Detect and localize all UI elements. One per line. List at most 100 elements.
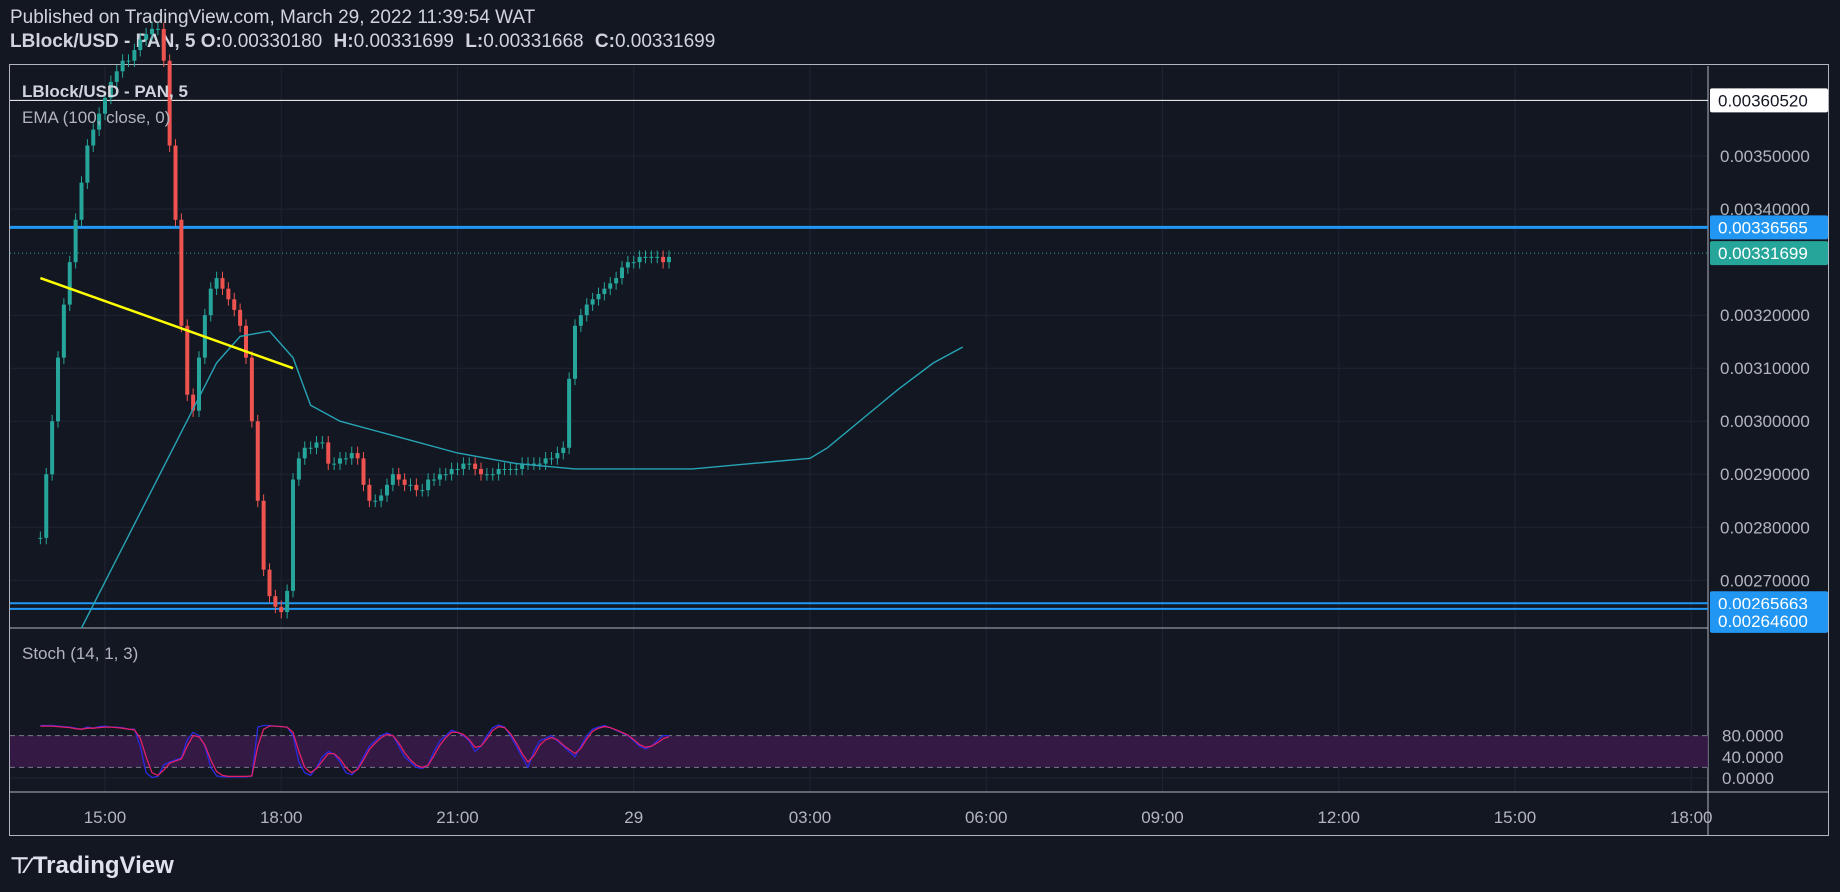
candle-body <box>343 458 348 460</box>
candle-body <box>508 468 513 470</box>
candle-body <box>520 463 525 469</box>
candle-body <box>367 484 372 501</box>
candle-body <box>326 442 331 464</box>
candle-body <box>573 325 577 379</box>
candle-body <box>473 463 478 469</box>
candle-body <box>567 378 572 448</box>
candle-body <box>643 256 648 258</box>
ohlc-line: LBlock/USD - PAN, 5 O:0.00330180 H:0.003… <box>10 30 721 54</box>
candle-body <box>249 357 254 422</box>
time-tick-label: 21:00 <box>436 808 479 827</box>
stoch-tick-label: 40.0000 <box>1722 748 1783 767</box>
stoch-tick-label: 80.0000 <box>1722 727 1783 746</box>
candle-body <box>590 299 595 305</box>
candle-body <box>126 60 131 62</box>
candle-body <box>291 479 295 591</box>
candle-body <box>667 256 671 263</box>
candle-body <box>625 262 630 268</box>
candle-body <box>408 484 413 486</box>
candle-body <box>132 50 137 61</box>
brand-footer[interactable]: ⊤∕ TradingView <box>10 852 174 880</box>
candle-body <box>455 468 460 470</box>
price-label-top-line-box <box>1710 88 1828 113</box>
candle-body <box>226 288 231 300</box>
candle-body <box>120 60 125 72</box>
time-tick-label: 18:00 <box>260 808 303 827</box>
candle-body <box>443 474 448 476</box>
price-labels: 0.00360520 0.00336565 0.00331699 0.00265663… <box>1710 88 1828 633</box>
candle-body <box>144 34 149 40</box>
candle-body <box>537 463 542 465</box>
stoch-d-line <box>40 725 670 778</box>
ohlc-high-label: H: <box>333 31 354 52</box>
chart-header: Published on TradingView.com, March 29, … <box>10 6 721 54</box>
published-line: Published on TradingView.com, March 29, … <box>10 7 536 28</box>
candle-body <box>531 463 536 465</box>
time-axis: 15:00 18:00 21:00 29 03:00 06:00 09:00 12:00 15:… <box>84 808 1713 827</box>
tradingview-logo-icon: ⊤∕ <box>10 853 30 878</box>
candle-body <box>161 28 166 61</box>
candle-body <box>467 463 472 465</box>
candle-body <box>437 474 442 480</box>
candle-body <box>56 357 60 422</box>
candle-body <box>614 278 619 284</box>
ohlc-open-value: 0.00330180 <box>221 31 323 52</box>
candle-body <box>85 145 90 183</box>
time-tick-label: 12:00 <box>1317 808 1360 827</box>
price-axis: 0.00350000 0.00340000 0.00320000 0.00310000… <box>1720 147 1810 788</box>
candle-body <box>332 463 337 465</box>
candle-body <box>150 28 154 35</box>
candle-body <box>608 283 613 289</box>
legend-symbol: LBlock/USD - PAN, 5 <box>22 82 188 101</box>
ema-polyline <box>80 330 964 629</box>
candle-body <box>38 537 43 539</box>
candle-body <box>197 357 201 411</box>
candle-body <box>191 394 196 411</box>
price-label-top-line: 0.00360520 <box>1718 91 1808 110</box>
candle-body <box>302 447 307 459</box>
stoch-band <box>10 735 1708 768</box>
candle-body <box>432 479 436 481</box>
candle-body <box>114 71 119 82</box>
candle-body <box>637 256 642 263</box>
candle-body <box>449 468 454 475</box>
candle-body <box>402 479 407 485</box>
ema-line <box>80 330 964 629</box>
candle-body <box>349 453 354 459</box>
candle-body <box>414 484 419 491</box>
candle-body <box>314 442 319 448</box>
candle-body <box>631 262 636 264</box>
time-tick-label: 15:00 <box>84 808 127 827</box>
candle-body <box>167 60 172 146</box>
header-symbol: LBlock/USD - PAN, 5 <box>10 31 196 52</box>
candle-body <box>490 474 495 476</box>
candle-body <box>396 474 401 480</box>
candle-body <box>185 325 190 395</box>
candle-body <box>308 447 313 449</box>
candle-body <box>179 219 184 326</box>
candle-body <box>296 458 301 480</box>
time-tick-label: 15:00 <box>1494 808 1537 827</box>
legend-stoch: Stoch (14, 1, 3) <box>22 644 138 663</box>
candle-body <box>561 447 566 454</box>
candle-body <box>91 129 96 146</box>
candle-body <box>244 325 248 358</box>
trendline-line <box>39 276 294 370</box>
candle-body <box>214 278 219 289</box>
time-tick-label: 09:00 <box>1141 808 1184 827</box>
chart-frame[interactable] <box>9 64 1829 836</box>
candle-body <box>261 500 266 570</box>
candle-body <box>578 315 583 326</box>
candle-body <box>484 474 489 476</box>
price-tick-label: 0.00340000 <box>1720 200 1810 219</box>
candle-body <box>138 39 143 51</box>
candle-body <box>173 145 178 220</box>
candle-body <box>502 468 507 470</box>
candle-body <box>602 288 607 294</box>
price-label-last-price: 0.00331699 <box>1718 244 1808 263</box>
ohlc-close-label: C: <box>594 31 615 52</box>
candle-body <box>514 468 519 470</box>
candle-body <box>255 421 260 501</box>
time-tick-label: 03:00 <box>789 808 832 827</box>
